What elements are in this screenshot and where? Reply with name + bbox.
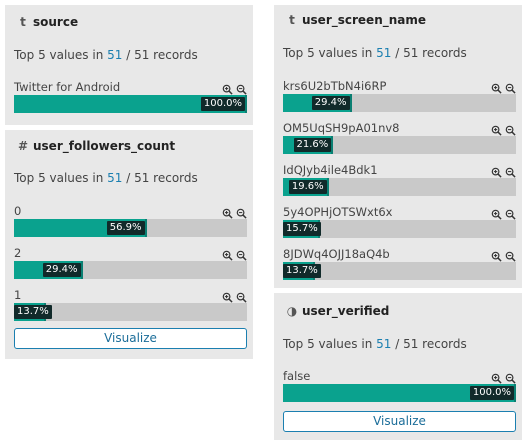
- boolean-type-icon: ◑: [286, 304, 298, 318]
- value-bar: 100.0%: [283, 384, 516, 402]
- value-bar: 29.4%: [14, 261, 247, 279]
- zoom-out-icon[interactable]: [505, 121, 516, 136]
- value-row[interactable]: false 100.0%: [283, 369, 516, 409]
- zoom-in-icon[interactable]: [491, 163, 502, 178]
- zoom-out-icon[interactable]: [505, 247, 516, 262]
- zoom-in-icon[interactable]: [491, 369, 502, 384]
- zoom-in-icon[interactable]: [222, 204, 233, 219]
- value-bar: 13.7%: [283, 262, 516, 280]
- zoom-in-icon[interactable]: [491, 121, 502, 136]
- value-bar: 21.6%: [283, 136, 516, 154]
- zoom-out-icon[interactable]: [505, 79, 516, 94]
- card-header: t user_screen_name: [274, 11, 522, 35]
- value-bar: 100.0%: [14, 95, 247, 113]
- zoom-out-icon[interactable]: [236, 80, 247, 95]
- value-label: 2: [14, 246, 22, 260]
- card-header: # user_followers_count: [5, 137, 253, 161]
- zoom-in-icon[interactable]: [222, 246, 233, 261]
- record-count-link[interactable]: 51: [376, 46, 392, 60]
- zoom-in-icon[interactable]: [491, 79, 502, 94]
- user-screen-name-card: t user_screen_name Top 5 values in 51 / …: [274, 5, 522, 288]
- source-card: t source Top 5 values in 51 / 51 records…: [5, 5, 253, 125]
- record-count-link[interactable]: 51: [107, 171, 123, 185]
- value-label: 0: [14, 204, 22, 218]
- summary-text: Top 5 values in 51 / 51 records: [14, 171, 198, 185]
- field-name: user_screen_name: [302, 13, 427, 27]
- value-row[interactable]: Twitter for Android 100.0%: [14, 80, 247, 120]
- text-type-icon: t: [289, 13, 295, 27]
- percent-label: 56.9%: [106, 221, 145, 235]
- value-row[interactable]: 1 13.7%: [14, 288, 247, 328]
- value-label: 5y4OPHjOTSWxt6x: [283, 205, 393, 219]
- value-label: false: [283, 369, 311, 383]
- percent-label: 13.7%: [283, 264, 321, 278]
- user-verified-card: ◑ user_verified Top 5 values in 51 / 51 …: [274, 293, 522, 440]
- value-row[interactable]: 2 29.4%: [14, 246, 247, 286]
- value-row[interactable]: krs6U2bTbN4i6RP 29.4%: [283, 79, 516, 119]
- number-type-icon: #: [17, 139, 29, 153]
- value-bar-fill: [14, 95, 247, 113]
- value-bar: 13.7%: [14, 303, 247, 321]
- text-type-icon: t: [20, 15, 26, 29]
- visualize-button[interactable]: Visualize: [14, 328, 247, 349]
- field-name: user_verified: [302, 304, 390, 318]
- zoom-out-icon[interactable]: [505, 163, 516, 178]
- zoom-out-icon[interactable]: [505, 205, 516, 220]
- summary-text: Top 5 values in 51 / 51 records: [283, 46, 467, 60]
- zoom-out-icon[interactable]: [236, 288, 247, 303]
- percent-label: 15.7%: [283, 222, 321, 236]
- value-bar: 29.4%: [283, 94, 516, 112]
- zoom-out-icon[interactable]: [236, 246, 247, 261]
- card-header: t source: [5, 13, 253, 37]
- zoom-out-icon[interactable]: [236, 204, 247, 219]
- value-bar: 56.9%: [14, 219, 247, 237]
- record-count-link[interactable]: 51: [107, 48, 123, 62]
- value-row[interactable]: IdQJyb4ile4Bdk1 19.6%: [283, 163, 516, 203]
- value-label: 1: [14, 288, 22, 302]
- value-label: Twitter for Android: [14, 80, 121, 94]
- value-row[interactable]: 8JDWq4OJJ18aQ4b 13.7%: [283, 247, 516, 287]
- zoom-out-icon[interactable]: [505, 369, 516, 384]
- value-label: 8JDWq4OJJ18aQ4b: [283, 247, 390, 261]
- value-row[interactable]: 5y4OPHjOTSWxt6x 15.7%: [283, 205, 516, 245]
- percent-label: 21.6%: [293, 138, 332, 152]
- summary-text: Top 5 values in 51 / 51 records: [14, 48, 198, 62]
- visualize-button[interactable]: Visualize: [283, 411, 516, 432]
- percent-label: 100.0%: [469, 386, 514, 400]
- value-bar: 15.7%: [283, 220, 516, 238]
- record-count-link[interactable]: 51: [376, 337, 392, 351]
- value-row[interactable]: 0 56.9%: [14, 204, 247, 244]
- field-name: source: [33, 15, 79, 29]
- percent-label: 13.7%: [14, 305, 52, 319]
- zoom-in-icon[interactable]: [491, 205, 502, 220]
- user-followers-count-card: # user_followers_count Top 5 values in 5…: [5, 130, 253, 359]
- percent-label: 19.6%: [288, 180, 327, 194]
- percent-label: 29.4%: [311, 96, 350, 110]
- percent-label: 100.0%: [200, 97, 245, 111]
- value-bar: 19.6%: [283, 178, 516, 196]
- value-bar-fill: [283, 384, 516, 402]
- field-name: user_followers_count: [33, 139, 176, 153]
- value-label: OM5UqSH9pA01nv8: [283, 121, 400, 135]
- value-row[interactable]: OM5UqSH9pA01nv8 21.6%: [283, 121, 516, 161]
- zoom-in-icon[interactable]: [222, 80, 233, 95]
- zoom-in-icon[interactable]: [491, 247, 502, 262]
- summary-text: Top 5 values in 51 / 51 records: [283, 337, 467, 351]
- percent-label: 29.4%: [42, 263, 81, 277]
- zoom-in-icon[interactable]: [222, 288, 233, 303]
- value-label: IdQJyb4ile4Bdk1: [283, 163, 378, 177]
- value-label: krs6U2bTbN4i6RP: [283, 79, 387, 93]
- card-header: ◑ user_verified: [274, 302, 522, 326]
